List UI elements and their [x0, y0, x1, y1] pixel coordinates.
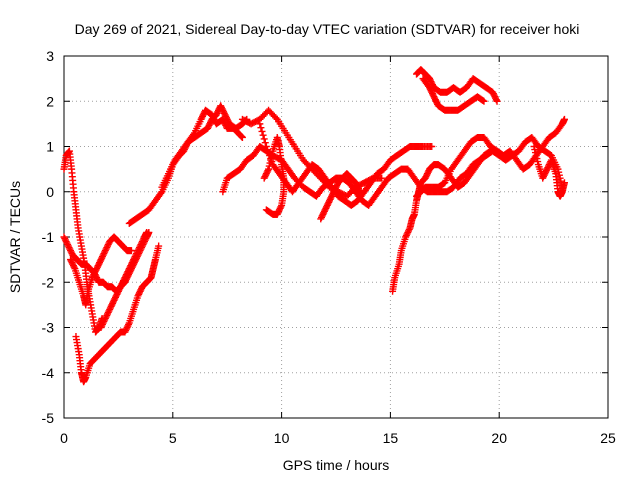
- y-tick-label: -5: [42, 410, 55, 426]
- series-track-4: [72, 242, 163, 386]
- data-point: [258, 127, 266, 135]
- y-tick-label: -2: [42, 274, 55, 290]
- series-track-15: [413, 66, 501, 105]
- data-point: [125, 320, 133, 328]
- data-point: [238, 133, 246, 141]
- series-track-16: [419, 75, 488, 114]
- data-point: [155, 242, 163, 250]
- x-tick-label: 20: [491, 430, 507, 446]
- data-point: [560, 115, 568, 123]
- y-tick-label: 1: [46, 139, 54, 155]
- series-track-10: [256, 120, 436, 209]
- data-points: [60, 66, 568, 386]
- x-tick-label: 15: [383, 430, 399, 446]
- data-point: [272, 114, 280, 122]
- series-track-1: [60, 147, 106, 336]
- series-track-17: [530, 143, 568, 200]
- series-track-12: [317, 170, 364, 223]
- data-point: [237, 132, 245, 140]
- data-point: [492, 96, 500, 104]
- series-track-2: [60, 228, 153, 295]
- x-tick-label: 0: [60, 430, 68, 446]
- data-point: [260, 135, 268, 143]
- data-point: [355, 186, 363, 194]
- series-track-9: [238, 106, 386, 200]
- y-tick-label: 0: [46, 184, 54, 200]
- data-point: [70, 263, 78, 271]
- data-point: [261, 139, 269, 147]
- data-point: [257, 124, 265, 132]
- y-tick-label: -1: [42, 229, 55, 245]
- x-tick-label: 25: [600, 430, 616, 446]
- data-point: [428, 143, 436, 150]
- data-point: [157, 189, 165, 197]
- y-tick-labels: 3 2 1 0 -1 -2 -3 -4 -5: [42, 48, 55, 426]
- data-point: [480, 97, 488, 105]
- series-track-14: [413, 115, 568, 200]
- x-tick-label: 5: [169, 430, 177, 446]
- x-tick-label: 10: [274, 430, 290, 446]
- axis-ticks: [63, 55, 609, 419]
- data-point: [263, 207, 271, 215]
- data-point: [264, 167, 272, 175]
- data-point: [127, 247, 135, 255]
- y-tick-label: 2: [46, 93, 54, 109]
- y-tick-label: 3: [46, 48, 54, 64]
- chart-title: Day 269 of 2021, Sidereal Day-to-day VTE…: [75, 21, 580, 37]
- y-tick-label: -3: [42, 320, 55, 336]
- x-tick-labels: 0 5 10 15 20 25: [60, 430, 616, 446]
- data-point: [378, 174, 386, 182]
- data-point: [560, 179, 568, 187]
- data-point: [238, 133, 246, 141]
- series-track-3: [67, 233, 135, 309]
- y-tick-label: -4: [42, 365, 55, 381]
- x-axis-label: GPS time / hours: [283, 457, 390, 473]
- series-track-5: [97, 228, 151, 331]
- data-point: [259, 131, 267, 139]
- data-point: [262, 206, 270, 214]
- data-point: [143, 228, 151, 236]
- data-point: [493, 97, 501, 105]
- data-point: [479, 96, 487, 104]
- series-track-11: [260, 133, 288, 218]
- data-point: [356, 188, 364, 196]
- y-axis-label: SDTVAR / TECUs: [7, 181, 23, 293]
- series-track-8: [219, 133, 566, 209]
- data-point: [256, 120, 264, 128]
